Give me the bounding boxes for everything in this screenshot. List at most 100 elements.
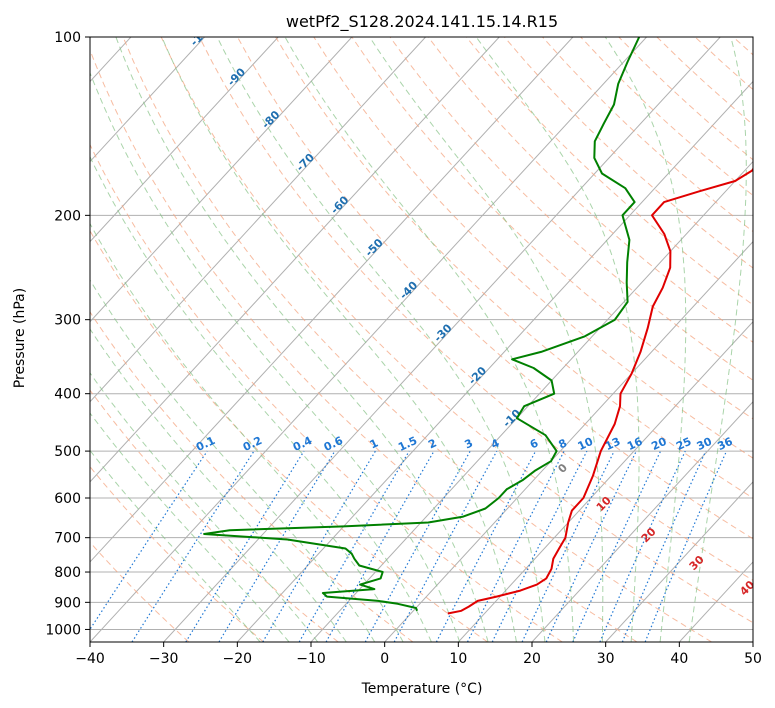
mixing-ratio-label: 10 xyxy=(576,435,596,453)
moist-adiabat-line xyxy=(90,71,461,642)
y-tick-label: 700 xyxy=(54,531,81,547)
mixing-ratio-line xyxy=(491,450,588,642)
mixing-ratio-line xyxy=(185,450,305,642)
dry-adiabat-line xyxy=(504,37,753,269)
isotherm-line xyxy=(90,37,205,163)
isotherm-line xyxy=(90,37,353,323)
dry-adiabat-line xyxy=(90,389,339,642)
dry-adiabat-label: -30 xyxy=(431,321,454,344)
x-tick-label: −10 xyxy=(296,651,326,667)
mixing-ratio-label: 20 xyxy=(649,435,669,453)
moist-adiabat-label: 0 xyxy=(555,461,570,476)
moist-adiabat-label: 30 xyxy=(687,553,707,573)
mixing-ratio-label: 16 xyxy=(625,435,645,453)
dry-adiabat-line xyxy=(122,37,712,642)
mixing-ratio-line xyxy=(466,450,565,642)
dry-adiabat-line xyxy=(160,37,753,624)
dry-adiabat-line xyxy=(771,37,775,642)
moist-adiabat-label: 10 xyxy=(594,494,614,514)
x-tick-label: 40 xyxy=(670,651,688,667)
plot-frame xyxy=(89,36,754,643)
mixing-ratio-line xyxy=(131,450,255,642)
isotherm-line xyxy=(384,240,753,642)
mixing-ratio-label: 6 xyxy=(528,436,541,451)
isotherm-line xyxy=(90,37,574,563)
dry-adiabat-label: -10 xyxy=(500,407,523,430)
x-tick-label: 10 xyxy=(449,651,467,667)
dry-adiabat-line xyxy=(90,48,638,642)
x-tick-label: −20 xyxy=(223,651,253,667)
moist-adiabat-line xyxy=(161,37,517,642)
x-tick-label: −40 xyxy=(75,651,105,667)
mixing-ratio-label: 25 xyxy=(674,435,693,453)
dry-adiabat-line xyxy=(732,37,753,56)
mixing-ratio-line xyxy=(325,450,435,642)
moist-adiabat-line xyxy=(115,37,489,642)
mixing-ratio-line xyxy=(393,450,498,642)
mixing-ratio-line xyxy=(364,450,471,642)
mixing-ratio-line xyxy=(298,450,410,642)
moist-adiabat-line xyxy=(216,37,546,642)
moist-adiabat-line xyxy=(475,37,640,642)
dry-adiabat-line xyxy=(275,37,753,499)
mixing-ratio-line xyxy=(218,450,336,642)
mixing-ratio-line xyxy=(621,450,707,642)
y-ticks: 100 200 300 400 500 600 700 800 900 1000 xyxy=(45,30,90,638)
dry-adiabat-line xyxy=(389,37,753,381)
dry-adiabat-line xyxy=(313,37,753,459)
moist-adiabat-line xyxy=(90,222,404,642)
moist-adiabat-line xyxy=(284,37,575,642)
dry-adiabat-line xyxy=(694,37,753,91)
mixing-ratio-line xyxy=(572,450,662,642)
x-ticks: −40 −30 −20 −10 0 10 20 30 40 50 xyxy=(75,642,762,667)
background-lines xyxy=(0,37,775,642)
isotherm-line xyxy=(531,401,753,642)
dry-adiabat-line xyxy=(580,37,753,197)
x-tick-label: 20 xyxy=(523,651,541,667)
dry-adiabat-label: -80 xyxy=(259,108,282,131)
dewpoint-line xyxy=(203,37,641,612)
dry-adiabat-line xyxy=(198,37,753,581)
moist-adiabat-label: 40 xyxy=(737,578,757,598)
dry-adiabat-line xyxy=(351,37,753,420)
mixing-ratio-line xyxy=(599,450,686,642)
y-tick-label: 300 xyxy=(54,313,81,329)
mixing-ratio-line xyxy=(521,450,615,642)
x-tick-label: 0 xyxy=(380,651,389,667)
moist-adiabat-line xyxy=(688,37,747,642)
moist-adiabat-line xyxy=(90,412,290,642)
isotherm-line xyxy=(605,481,753,642)
dry-adiabat-line xyxy=(90,465,264,642)
y-tick-label: 400 xyxy=(54,387,81,403)
moist-adiabat-line xyxy=(90,328,347,642)
temperature-line xyxy=(447,167,753,615)
isotherm-line xyxy=(752,641,753,642)
isotherm-line xyxy=(90,37,426,403)
chart-title: wetPf2_S128.2024.141.15.14.R15 xyxy=(286,12,558,32)
dry-adiabat-line xyxy=(656,37,753,126)
x-tick-label: −30 xyxy=(149,651,179,667)
x-tick-label: 30 xyxy=(597,651,615,667)
y-tick-label: 500 xyxy=(54,444,81,460)
moist-adiabat-line xyxy=(90,279,376,642)
isotherm-line xyxy=(0,37,57,642)
dry-adiabat-line xyxy=(427,37,753,343)
moist-adiabat-line xyxy=(90,155,432,642)
dry-adiabat-label: -90 xyxy=(225,65,248,88)
y-tick-label: 900 xyxy=(54,595,81,611)
dry-adiabat-line xyxy=(90,143,563,642)
isotherm-line xyxy=(163,37,721,642)
dry-adiabat-line xyxy=(90,229,488,642)
y-tick-label: 100 xyxy=(54,30,81,46)
mixing-ratio-line xyxy=(644,450,728,642)
dry-adiabat-label: -60 xyxy=(328,193,351,216)
moist-adiabat-label: 20 xyxy=(639,525,659,545)
x-tick-label: 50 xyxy=(744,651,762,667)
isotherm-line xyxy=(90,37,500,483)
y-tick-label: 1000 xyxy=(45,622,81,638)
dry-adiabat-line xyxy=(237,37,753,540)
moist-adiabat-line xyxy=(369,37,604,642)
y-tick-label: 200 xyxy=(54,208,81,224)
profile-lines xyxy=(203,37,753,615)
